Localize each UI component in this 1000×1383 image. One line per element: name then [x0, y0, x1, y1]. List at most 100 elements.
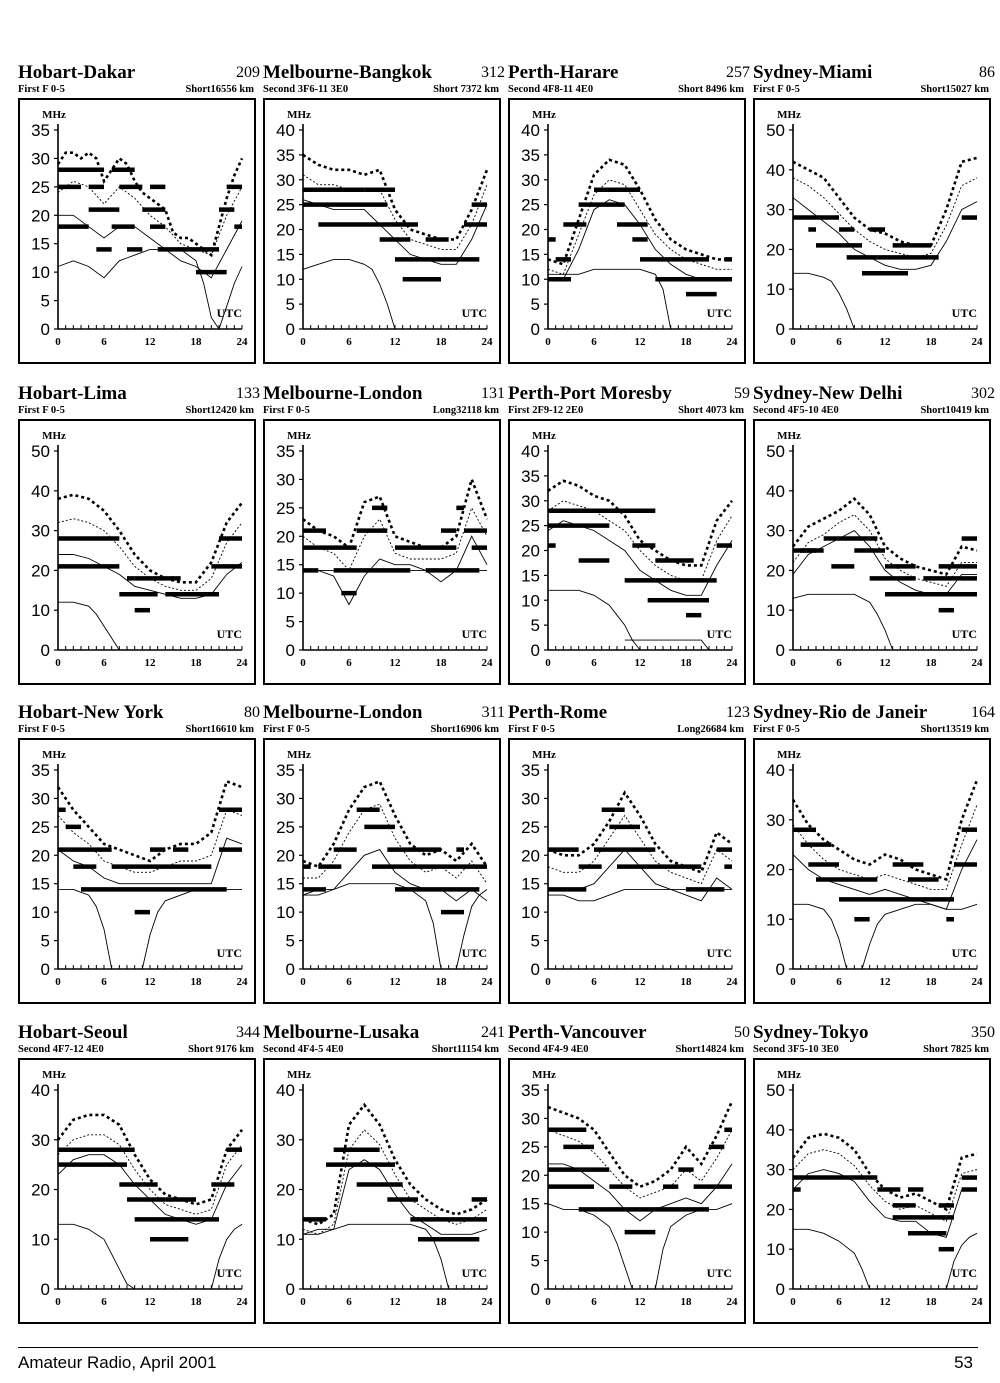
chart-title-row: Hobart-Lima 133	[18, 383, 262, 405]
x-tick-label: 12	[390, 657, 402, 669]
y-tick-label: 30	[31, 149, 50, 168]
x-axis-label: UTC	[707, 1266, 732, 1280]
series-lower-curve	[624, 639, 710, 651]
y-axis-label: MHz	[777, 749, 801, 761]
chart-title-row: Melbourne-London 131	[263, 383, 507, 405]
x-tick-label: 24	[237, 336, 249, 348]
series-dotted-thin	[547, 179, 732, 275]
x-tick-label: 12	[145, 1296, 157, 1308]
y-tick-label: 0	[41, 1280, 50, 1299]
y-tick-label: 0	[776, 641, 785, 660]
y-tick-label: 25	[276, 499, 295, 518]
x-tick-label: 12	[880, 976, 892, 988]
chart-panel: Sydney-Miami 86 First F 0-5 Short15027 km 0 1…	[753, 62, 997, 372]
chart-panel: Perth-Harare 257 Second 4F8-11 4E0 Short 84…	[508, 62, 752, 372]
y-axis-label: MHz	[777, 109, 801, 121]
y-tick-label: 35	[276, 761, 295, 780]
chart-title-row: Sydney-Miami 86	[753, 62, 997, 84]
y-tick-label: 30	[276, 789, 295, 808]
y-tick-label: 10	[766, 601, 785, 620]
series-solid-thin	[548, 1163, 733, 1222]
chart-frame: 0 5 10 15 20 25 30 35 0 6 12 18 24 MHz UTC	[508, 1058, 746, 1324]
x-tick-label: 6	[101, 1296, 107, 1308]
chart-number: 311	[481, 704, 505, 721]
series-lower-curve	[861, 903, 978, 970]
series-dotted-thin	[547, 814, 733, 885]
y-tick-label: 10	[31, 903, 50, 922]
footer-page-number: 53	[954, 1353, 973, 1372]
y-tick-label: 15	[276, 875, 295, 894]
chart-number: 257	[726, 64, 750, 81]
x-tick-label: 18	[436, 657, 448, 669]
x-tick-label: 12	[390, 1296, 402, 1308]
y-tick-label: 30	[766, 522, 785, 541]
x-tick-label: 12	[145, 657, 157, 669]
chart-path: Long26684 km	[677, 724, 744, 735]
x-tick-label: 6	[101, 976, 107, 988]
chart-svg: 0 5 10 15 20 25 30 35 40 0 6 12 18 24 MHz UTC	[276, 109, 493, 348]
chart-title-row: Melbourne-Bangkok 312	[263, 62, 507, 84]
x-tick-label: 12	[880, 657, 892, 669]
y-tick-label: 20	[276, 846, 295, 865]
chart-subtitle-row: Second 4F5-10 4E0 Short10419 km	[753, 405, 991, 417]
x-tick-label: 18	[681, 657, 693, 669]
y-tick-label: 5	[531, 295, 540, 314]
x-tick-label: 0	[300, 657, 306, 669]
chart-title: Hobart-Lima	[18, 383, 127, 404]
chart-panel: Melbourne-Lusaka 241 Second 4F4-5 4E0 Short…	[263, 1022, 507, 1332]
x-tick-label: 18	[436, 976, 448, 988]
y-tick-label: 5	[286, 613, 295, 632]
x-tick-label: 18	[191, 657, 203, 669]
y-tick-label: 10	[276, 903, 295, 922]
series-dotted-bold	[547, 1100, 734, 1189]
chart-path: Short 7372 km	[433, 84, 499, 95]
x-tick-label: 24	[237, 657, 249, 669]
y-axis-label: MHz	[532, 430, 556, 442]
chart-frame: 0 10 20 30 40 50 0 6 12 18 24 MHz UTC	[753, 1058, 991, 1324]
chart-title: Sydney-Tokyo	[753, 1022, 869, 1043]
y-tick-label: 10	[31, 1230, 50, 1249]
y-tick-label: 25	[276, 196, 295, 215]
y-tick-label: 40	[766, 1121, 785, 1140]
x-axis-label: UTC	[462, 1266, 487, 1280]
x-tick-label: 18	[191, 976, 203, 988]
x-tick-label: 18	[926, 1296, 938, 1308]
chart-number: 344	[236, 1024, 260, 1041]
y-tick-label: 10	[766, 910, 785, 929]
chart-number: 164	[971, 704, 995, 721]
chart-subtitle-row: First F 0-5 Long32118 km	[263, 405, 501, 417]
x-tick-label: 0	[790, 976, 796, 988]
series-solid-thin	[792, 197, 978, 270]
x-axis-label: UTC	[707, 627, 732, 641]
y-axis-label: MHz	[777, 430, 801, 442]
chart-title: Perth-Rome	[508, 702, 608, 723]
x-tick-label: 24	[972, 1296, 984, 1308]
x-tick-label: 24	[482, 976, 494, 988]
y-tick-label: 5	[41, 292, 50, 311]
series-dotted-thin	[547, 500, 733, 581]
x-tick-label: 6	[836, 657, 842, 669]
chart-mode: First F 0-5	[263, 724, 310, 735]
y-tick-label: 50	[766, 442, 785, 461]
x-tick-label: 12	[145, 336, 157, 348]
chart-subtitle-row: Second 4F4-9 4E0 Short14824 km	[508, 1044, 746, 1056]
chart-subtitle-row: Second 3F6-11 3E0 Short 7372 km	[263, 84, 501, 96]
y-tick-label: 0	[531, 1280, 540, 1299]
chart-frame: 0 10 20 30 40 50 0 6 12 18 24 MHz UTC	[18, 419, 256, 685]
series-lower-curve	[793, 903, 848, 970]
x-tick-label: 0	[790, 657, 796, 669]
y-tick-label: 40	[766, 161, 785, 180]
y-tick-label: 35	[31, 761, 50, 780]
y-tick-label: 25	[521, 1138, 540, 1157]
chart-title-row: Hobart-New York 80	[18, 702, 262, 724]
y-tick-label: 25	[276, 818, 295, 837]
y-tick-label: 40	[521, 121, 540, 140]
series-lower-curve	[302, 883, 442, 970]
chart-panel: Perth-Vancouver 50 Second 4F4-9 4E0 Short14…	[508, 1022, 752, 1332]
series-solid-thin	[547, 520, 733, 596]
chart-title-row: Melbourne-London 311	[263, 702, 507, 724]
x-tick-label: 0	[790, 1296, 796, 1308]
x-tick-label: 6	[591, 657, 597, 669]
y-tick-label: 30	[766, 201, 785, 220]
x-tick-label: 12	[390, 976, 402, 988]
